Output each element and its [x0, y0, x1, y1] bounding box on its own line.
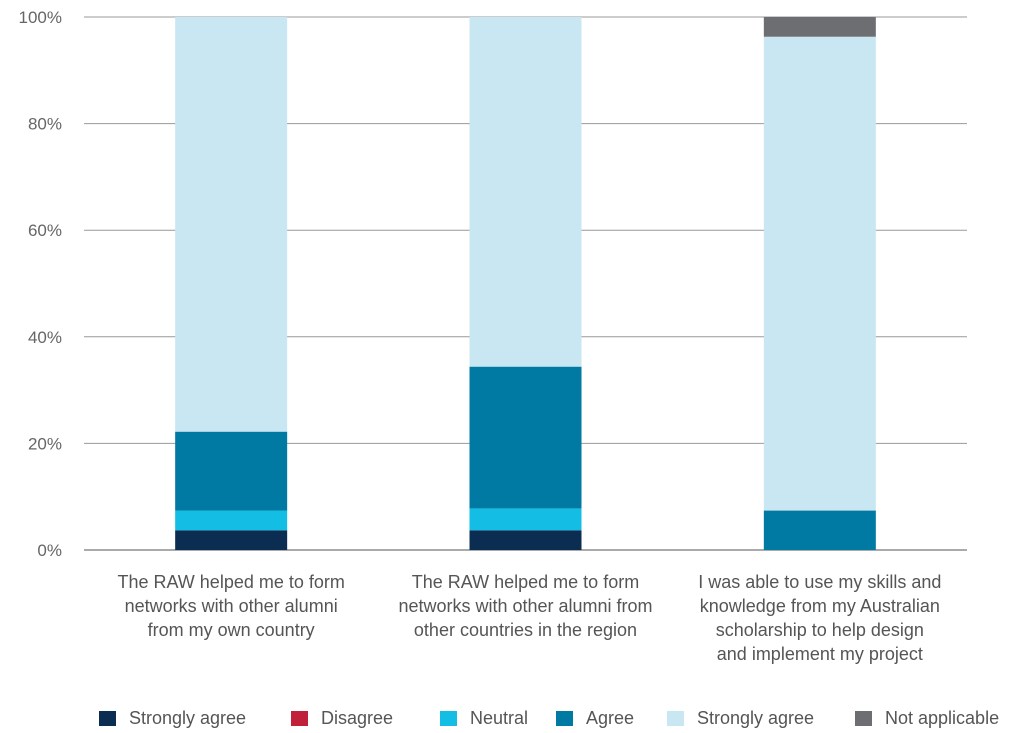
bar-segment-neutral — [469, 508, 582, 531]
legend-swatch — [99, 710, 116, 726]
x-category-label: The RAW helped me to form — [117, 572, 344, 592]
legend: Strongly agree Disagree Neutral Agree Strong… — [0, 706, 1020, 730]
x-category-label: and implement my project — [717, 644, 923, 664]
legend-item: Not applicable — [855, 706, 999, 730]
legend-swatch — [855, 710, 872, 726]
bar-segment-strongly-agree — [763, 36, 876, 511]
legend-swatch — [440, 710, 457, 726]
legend-swatch — [556, 710, 573, 726]
legend-item: Strongly agree — [99, 706, 246, 730]
y-tick-label: 100% — [19, 8, 62, 27]
legend-swatch — [291, 710, 308, 726]
legend-item: Strongly agree — [667, 706, 814, 730]
x-category-label: networks with other alumni from — [398, 596, 652, 616]
y-tick-label: 20% — [28, 434, 62, 453]
bar-segment-neutral — [175, 510, 288, 531]
bar-segment-not-applicable — [763, 17, 876, 37]
bar-segment-strongly-agree — [469, 530, 582, 550]
legend-swatch — [667, 710, 684, 726]
y-tick-label: 0% — [37, 541, 62, 560]
y-tick-label: 40% — [28, 328, 62, 347]
bar-segment-agree — [763, 510, 876, 550]
bar-segment-strongly-agree — [175, 530, 288, 550]
x-category-label: from my own country — [148, 620, 315, 640]
x-category-label: knowledge from my Australian — [700, 596, 940, 616]
x-category-label: networks with other alumni — [125, 596, 338, 616]
x-category-label: scholarship to help design — [716, 620, 924, 640]
bar-segment-strongly-agree — [469, 17, 582, 367]
legend-item: Agree — [556, 706, 634, 730]
legend-item: Disagree — [291, 706, 393, 730]
bar-segment-agree — [469, 366, 582, 509]
bar-segment-strongly-agree — [175, 17, 288, 432]
y-tick-label: 80% — [28, 115, 62, 134]
legend-label: Not applicable — [885, 707, 1000, 728]
x-category-label: other countries in the region — [414, 620, 637, 640]
x-category-label: The RAW helped me to form — [412, 572, 639, 592]
legend-label: Agree — [586, 707, 635, 728]
legend-label: Strongly agree — [129, 707, 247, 728]
stacked-bar-chart: 0% 20% 40% 60% 80% 100% The RAW helped me to f… — [19, 8, 967, 664]
legend-label: Disagree — [321, 707, 394, 728]
y-tick-label: 60% — [28, 221, 62, 240]
legend-item: Neutral — [440, 706, 528, 730]
legend-label: Neutral — [470, 707, 529, 728]
x-category-label: I was able to use my skills and — [698, 572, 941, 592]
bar-segment-agree — [175, 431, 288, 511]
legend-label: Strongly agree — [697, 707, 815, 728]
